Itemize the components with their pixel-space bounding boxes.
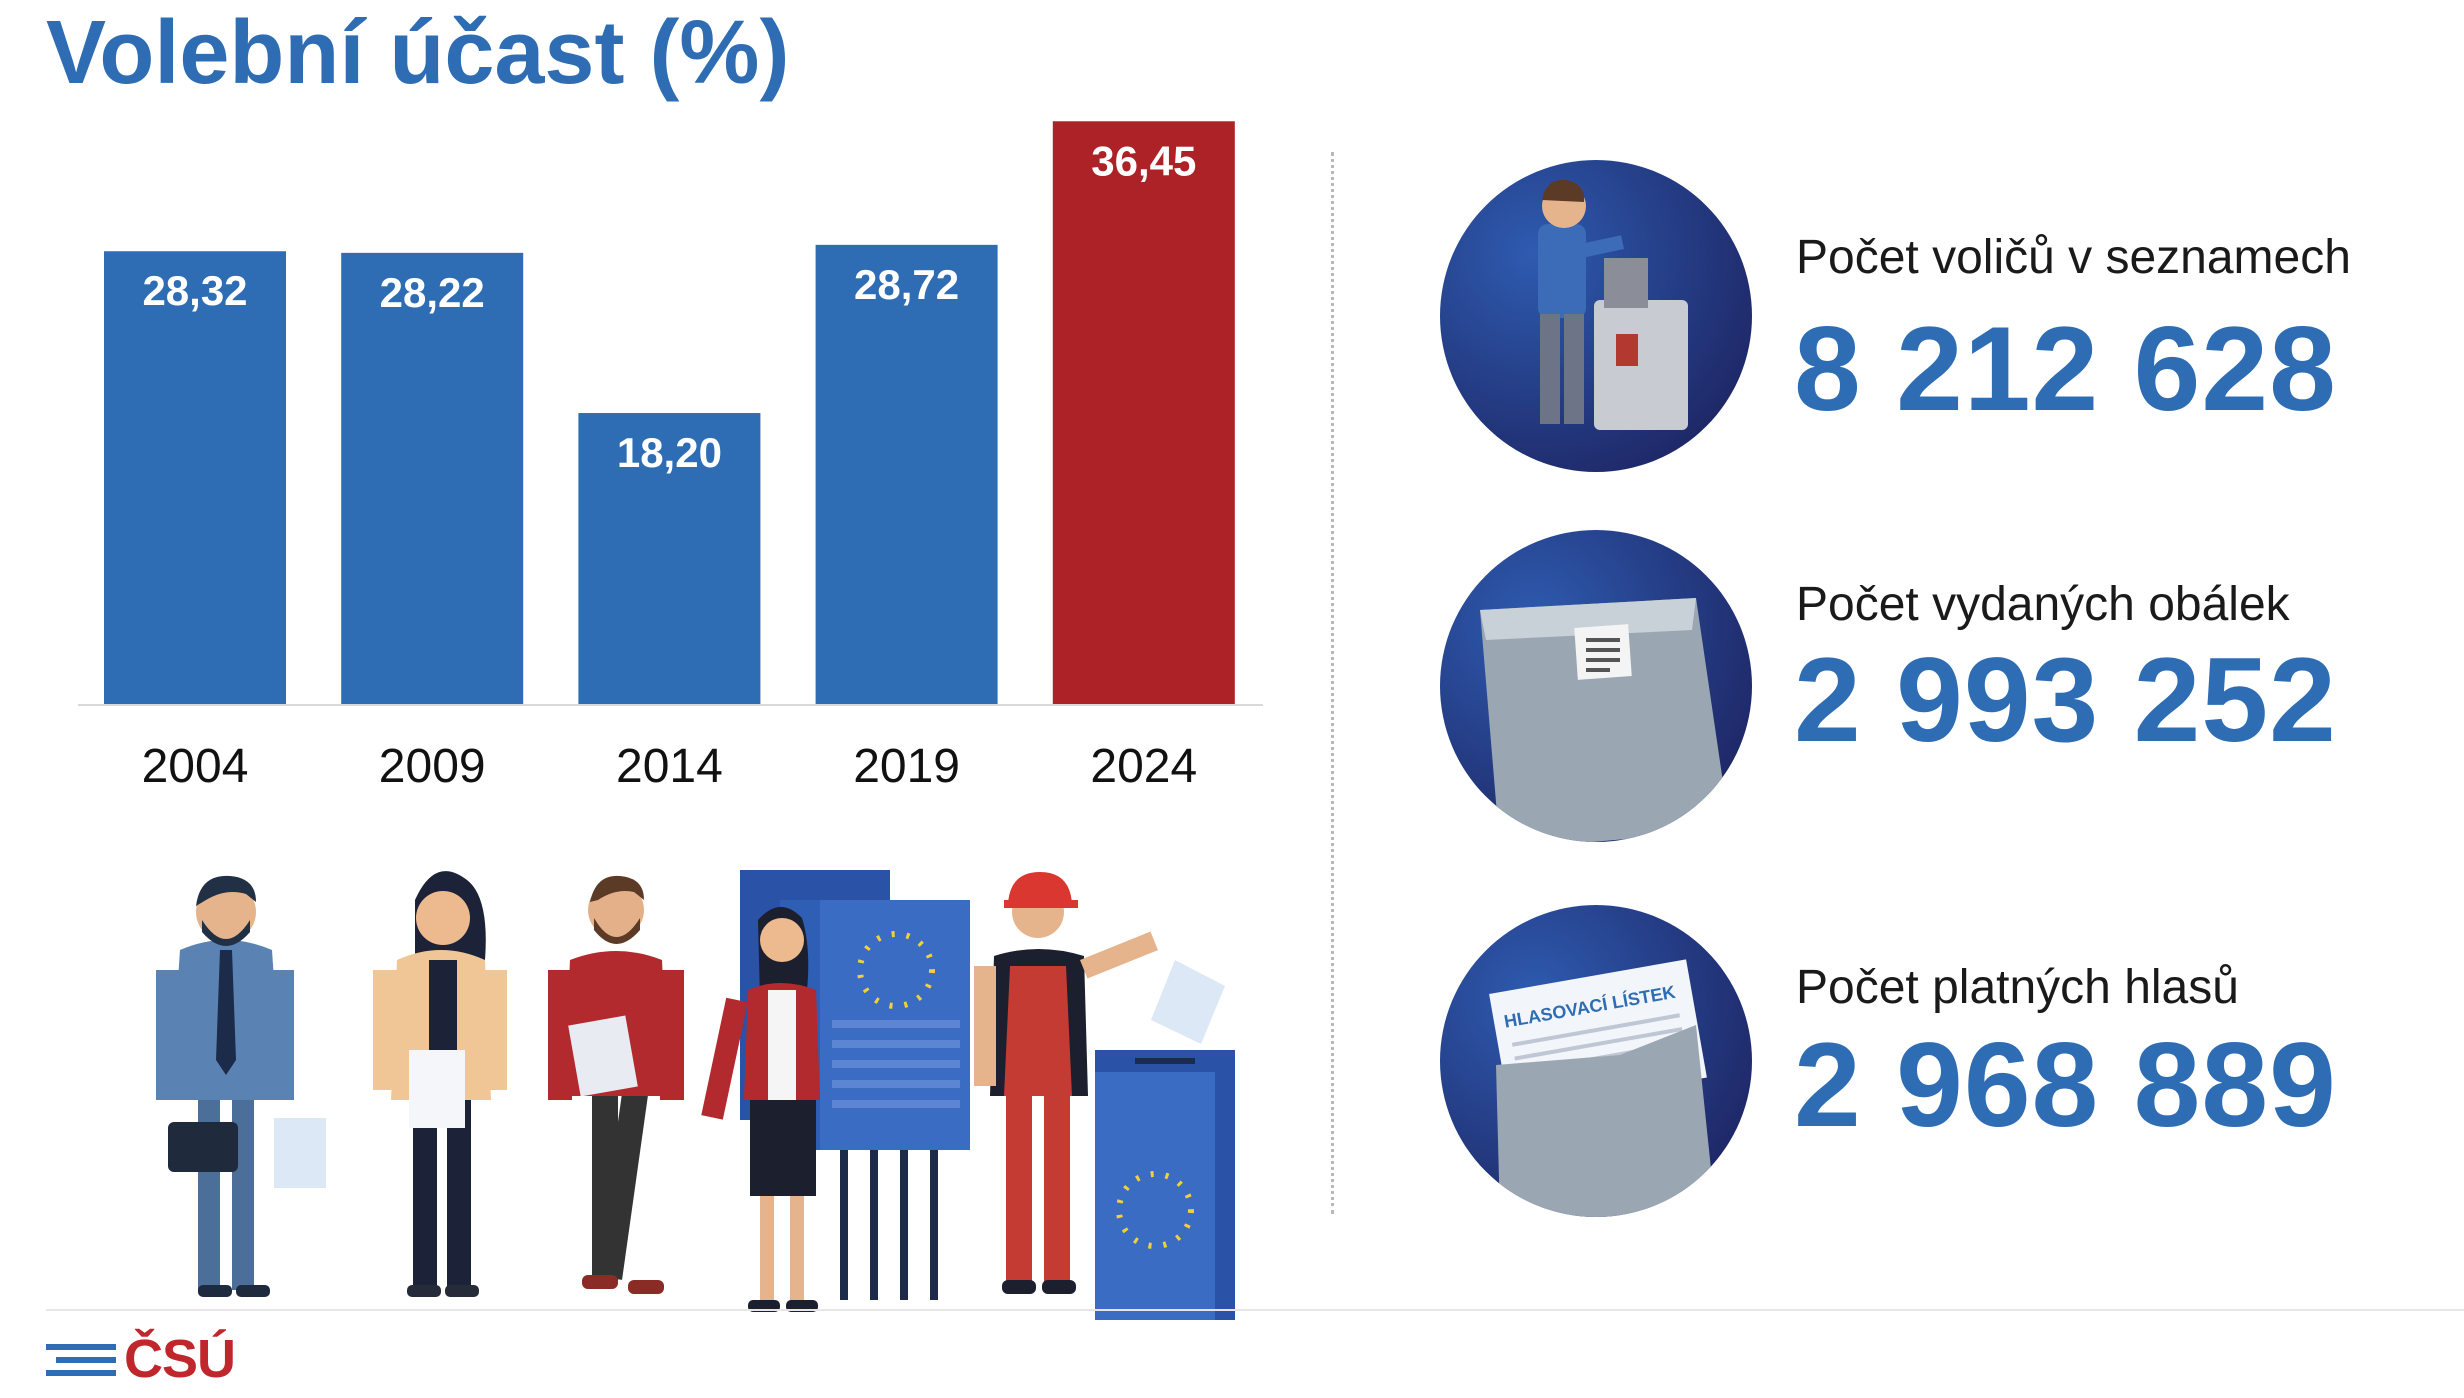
bar-value-label-2009: 28,22 bbox=[380, 269, 485, 316]
bar-2009 bbox=[341, 252, 524, 704]
bar-2014 bbox=[578, 413, 761, 704]
envelope-icon bbox=[1440, 530, 1752, 842]
bar-2019 bbox=[815, 244, 998, 704]
footer-divider bbox=[46, 1309, 2464, 1311]
eu-ballot-box bbox=[1095, 960, 1235, 1320]
stat-label-envelopes: Počet vydaných obálek bbox=[1796, 578, 2290, 631]
voters-illustration bbox=[156, 870, 1235, 1320]
vertical-divider bbox=[1331, 152, 1334, 1214]
businessman-figure bbox=[156, 875, 326, 1297]
worker-figure bbox=[974, 872, 1158, 1294]
woman-figure bbox=[373, 871, 507, 1297]
x-tick-label-2019: 2019 bbox=[853, 740, 960, 793]
ballot-envelope-icon: HLASOVACÍ LÍSTEK bbox=[1440, 905, 1752, 1217]
x-tick-label-2004: 2004 bbox=[142, 740, 249, 793]
bar-value-label-2014: 18,20 bbox=[617, 429, 722, 476]
logo-text: ČSÚ bbox=[124, 1329, 236, 1389]
bar-value-label-2019: 28,72 bbox=[854, 261, 959, 308]
turnout-bar-chart: 28,32 2004 28,22 2009 18,20 2014 28,72 2019 36,4… bbox=[78, 121, 1263, 793]
stat-label-voters: Počet voličů v seznamech bbox=[1796, 231, 2351, 284]
bearded-man-figure bbox=[548, 875, 684, 1294]
stat-value-voters: 8 212 628 bbox=[1794, 302, 2337, 436]
stat-label-valid-votes: Počet platných hlasů bbox=[1796, 961, 2239, 1014]
bar-2024 bbox=[1052, 121, 1235, 704]
x-tick-label-2009: 2009 bbox=[379, 740, 486, 793]
logo-lines-icon bbox=[46, 1344, 116, 1376]
bar-2004 bbox=[104, 251, 286, 704]
page-title: Volební účast (%) bbox=[46, 3, 790, 103]
bar-value-label-2024: 36,45 bbox=[1091, 137, 1196, 184]
stat-value-envelopes: 2 993 252 bbox=[1794, 633, 2337, 767]
stat-value-valid-votes: 2 968 889 bbox=[1794, 1018, 2337, 1152]
bar-value-label-2004: 28,32 bbox=[142, 267, 247, 314]
voter-ballot-box-icon bbox=[1440, 160, 1752, 472]
woman-red-jacket-figure bbox=[701, 906, 820, 1312]
x-tick-label-2014: 2014 bbox=[616, 740, 723, 793]
x-tick-label-2024: 2024 bbox=[1090, 740, 1197, 793]
